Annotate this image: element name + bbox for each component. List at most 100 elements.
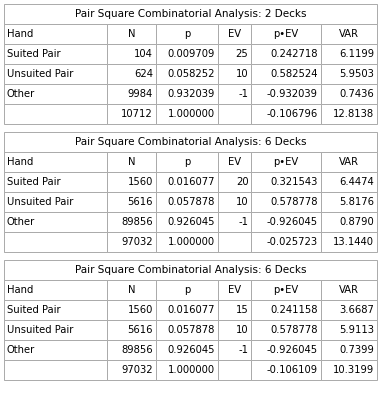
Bar xyxy=(321,192,377,212)
Text: VAR: VAR xyxy=(339,157,359,167)
Bar xyxy=(321,84,377,104)
Text: 0.578778: 0.578778 xyxy=(270,197,318,207)
Bar xyxy=(251,104,321,124)
Bar xyxy=(156,280,218,300)
Text: Pair Square Combinatorial Analysis: 2 Decks: Pair Square Combinatorial Analysis: 2 De… xyxy=(75,9,306,19)
Text: N: N xyxy=(128,29,135,39)
Bar xyxy=(156,172,218,192)
Text: N: N xyxy=(128,157,135,167)
Text: 0.7399: 0.7399 xyxy=(339,345,374,355)
Bar xyxy=(156,232,218,252)
Text: EV: EV xyxy=(228,29,241,39)
Text: Suited Pair: Suited Pair xyxy=(7,49,61,59)
Text: 25: 25 xyxy=(236,49,248,59)
Bar xyxy=(4,280,107,300)
Bar xyxy=(251,24,321,44)
Text: 10: 10 xyxy=(236,325,248,335)
Text: EV: EV xyxy=(228,285,241,295)
Bar xyxy=(218,192,251,212)
Text: p: p xyxy=(184,285,190,295)
Bar xyxy=(218,280,251,300)
Bar xyxy=(321,64,377,84)
Bar xyxy=(251,212,321,232)
Bar xyxy=(321,320,377,340)
Text: 0.058252: 0.058252 xyxy=(167,69,215,79)
Bar xyxy=(321,300,377,320)
Bar xyxy=(4,104,107,124)
Bar xyxy=(156,84,218,104)
Text: EV: EV xyxy=(228,157,241,167)
Text: 15: 15 xyxy=(236,305,248,315)
Text: 10712: 10712 xyxy=(121,109,153,119)
Bar xyxy=(156,44,218,64)
Bar xyxy=(321,232,377,252)
Bar xyxy=(156,340,218,360)
Bar xyxy=(251,44,321,64)
Bar xyxy=(218,300,251,320)
Bar xyxy=(251,172,321,192)
Bar xyxy=(251,64,321,84)
Bar xyxy=(107,280,156,300)
Text: 10.3199: 10.3199 xyxy=(333,365,374,375)
Bar xyxy=(321,24,377,44)
Bar xyxy=(4,44,107,64)
Text: Unsuited Pair: Unsuited Pair xyxy=(7,69,74,79)
Bar xyxy=(107,300,156,320)
Text: Hand: Hand xyxy=(7,285,34,295)
Bar xyxy=(251,300,321,320)
Text: 0.016077: 0.016077 xyxy=(167,305,215,315)
Text: p: p xyxy=(184,29,190,39)
Text: 1.000000: 1.000000 xyxy=(168,365,215,375)
Bar xyxy=(4,64,107,84)
Text: -0.926045: -0.926045 xyxy=(267,345,318,355)
Text: 10: 10 xyxy=(236,69,248,79)
Bar xyxy=(107,320,156,340)
Text: 5616: 5616 xyxy=(127,325,153,335)
Bar xyxy=(218,64,251,84)
Text: -1: -1 xyxy=(239,345,248,355)
Bar xyxy=(4,4,377,24)
Bar xyxy=(4,84,107,104)
Bar xyxy=(107,24,156,44)
Bar xyxy=(156,24,218,44)
Bar xyxy=(156,192,218,212)
Text: 1560: 1560 xyxy=(128,305,153,315)
Bar xyxy=(4,212,107,232)
Bar xyxy=(321,172,377,192)
Text: VAR: VAR xyxy=(339,285,359,295)
Text: 10: 10 xyxy=(236,197,248,207)
Bar xyxy=(4,360,107,380)
Text: Other: Other xyxy=(7,345,35,355)
Text: 0.009709: 0.009709 xyxy=(167,49,215,59)
Text: 0.582524: 0.582524 xyxy=(270,69,318,79)
Text: Hand: Hand xyxy=(7,29,34,39)
Text: 1.000000: 1.000000 xyxy=(168,109,215,119)
Text: 5.9503: 5.9503 xyxy=(339,69,374,79)
Text: Unsuited Pair: Unsuited Pair xyxy=(7,197,74,207)
Bar xyxy=(218,104,251,124)
Text: -1: -1 xyxy=(239,89,248,99)
Bar xyxy=(4,132,377,152)
Bar xyxy=(4,232,107,252)
Bar xyxy=(107,104,156,124)
Bar xyxy=(4,24,107,44)
Bar xyxy=(218,44,251,64)
Bar xyxy=(251,152,321,172)
Text: -0.106109: -0.106109 xyxy=(267,365,318,375)
Bar xyxy=(156,300,218,320)
Text: p•EV: p•EV xyxy=(274,29,299,39)
Text: 20: 20 xyxy=(236,177,248,187)
Bar xyxy=(4,300,107,320)
Text: 0.7436: 0.7436 xyxy=(339,89,374,99)
Text: 0.932039: 0.932039 xyxy=(167,89,215,99)
Bar xyxy=(156,104,218,124)
Bar xyxy=(107,360,156,380)
Bar xyxy=(321,340,377,360)
Bar xyxy=(107,172,156,192)
Text: Unsuited Pair: Unsuited Pair xyxy=(7,325,74,335)
Text: Other: Other xyxy=(7,89,35,99)
Bar xyxy=(251,192,321,212)
Bar xyxy=(4,260,377,280)
Bar xyxy=(251,280,321,300)
Text: 97032: 97032 xyxy=(121,237,153,247)
